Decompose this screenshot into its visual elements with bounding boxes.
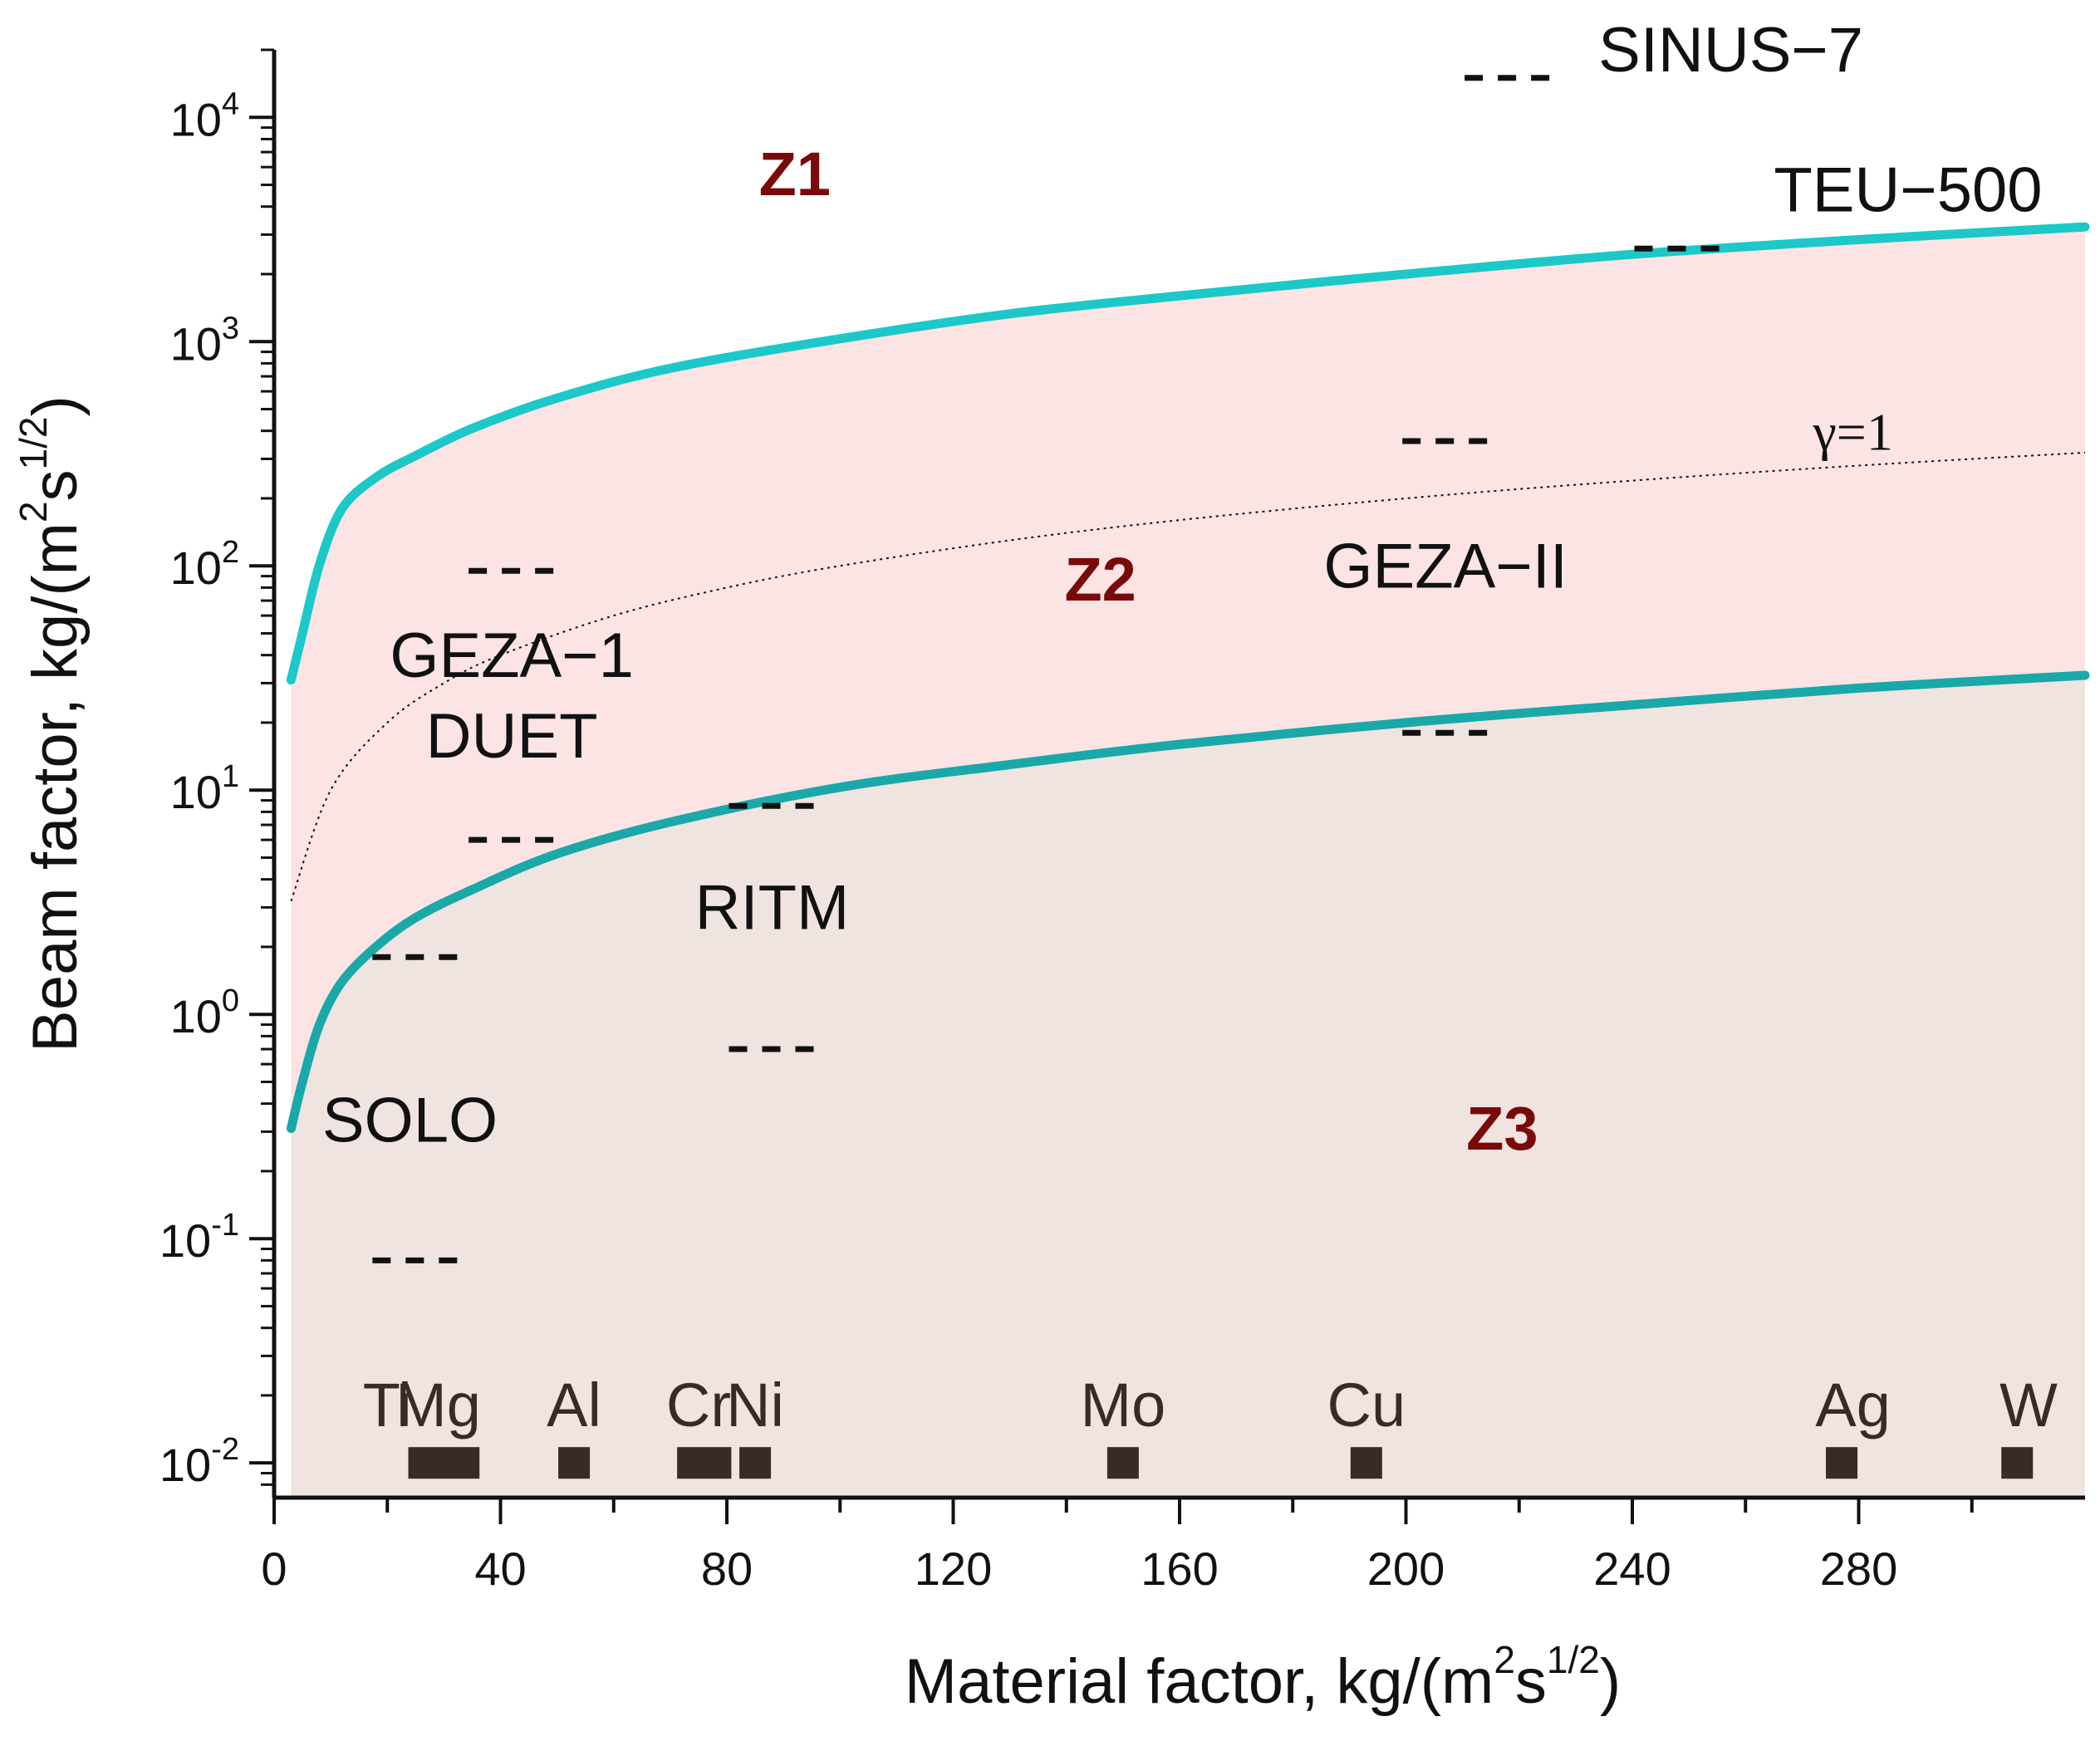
y-tick-label: 104 <box>170 86 239 145</box>
y-tick-label: 101 <box>170 759 239 818</box>
facility-geza-1-label: GEZA−1 <box>390 620 634 691</box>
x-tick-label: 80 <box>701 1542 753 1595</box>
zone-z2-label: Z2 <box>1064 545 1136 614</box>
y-tick-label: 102 <box>170 535 239 594</box>
element-marker <box>1350 1447 1382 1479</box>
y-tick-label: 10-2 <box>159 1432 239 1491</box>
element-ag-label: Ag <box>1815 1371 1891 1439</box>
x-tick-label: 160 <box>1141 1542 1218 1595</box>
y-tick-label: 103 <box>170 311 239 370</box>
zone-z1-label: Z1 <box>759 140 831 208</box>
annotations: SINUS−7 TEU−500 GEZA−II GEZA−1 DUET RITM SOLO Z… <box>322 15 2058 1439</box>
y-axis-title: Beam factor, kg/(m2s1/2) <box>12 395 91 1052</box>
facility-marks <box>372 75 2034 1479</box>
element-ni-label: Ni <box>726 1371 784 1439</box>
facility-ritm-label: RITM <box>695 873 850 944</box>
facility-geza-ii-label: GEZA−II <box>1323 531 1568 601</box>
lower-boundary-line <box>286 670 2090 1133</box>
upper-boundary-line <box>286 222 2090 685</box>
x-tick-label: 120 <box>915 1542 992 1595</box>
x-tick-label: 40 <box>474 1542 526 1595</box>
element-marker <box>408 1447 480 1479</box>
element-marker <box>677 1447 732 1479</box>
element-marker <box>1106 1447 1139 1479</box>
element-cu-label: Cu <box>1327 1371 1406 1439</box>
x-tick-label: 280 <box>1820 1542 1897 1595</box>
element-marker <box>558 1447 591 1479</box>
facility-solo-label: SOLO <box>322 1086 498 1156</box>
x-tick-label: 240 <box>1593 1542 1671 1595</box>
zone-z2-fill <box>291 227 2086 1129</box>
element-mg-label: Mg <box>395 1371 481 1439</box>
element-marker <box>1826 1447 1858 1479</box>
element-w-label: W <box>1999 1371 2058 1439</box>
element-mo-label: Mo <box>1080 1371 1165 1439</box>
gamma-1-label: γ=1 <box>1813 402 1893 461</box>
facility-duet-label: DUET <box>426 701 598 772</box>
element-ti-label: Ti <box>363 1371 412 1439</box>
element-al-label: Al <box>547 1371 601 1439</box>
y-tick-label: 10-1 <box>159 1208 239 1267</box>
axes: 0 40 80 120 160 200 240 280 10-2 10-1 100 101 102 103… <box>12 48 2085 1717</box>
zone-fills <box>291 227 2086 1498</box>
element-marker <box>2001 1447 2034 1479</box>
zone-z3-label: Z3 <box>1466 1094 1538 1163</box>
element-marker <box>739 1447 772 1479</box>
facility-teu-500-label: TEU−500 <box>1774 155 2042 226</box>
x-tick-label: 0 <box>261 1542 287 1595</box>
x-tick-label: 200 <box>1367 1542 1445 1595</box>
zone-z3-fill <box>291 675 2086 1498</box>
series-lines <box>286 222 2090 1133</box>
element-cr-label: Cr <box>666 1371 731 1439</box>
facility-sinus-7-label: SINUS−7 <box>1598 15 1863 86</box>
x-axis-title: Material factor, kg/(m2s1/2) <box>905 1638 1621 1717</box>
gamma-1-line <box>290 451 2086 902</box>
y-tick-label: 100 <box>170 983 239 1042</box>
